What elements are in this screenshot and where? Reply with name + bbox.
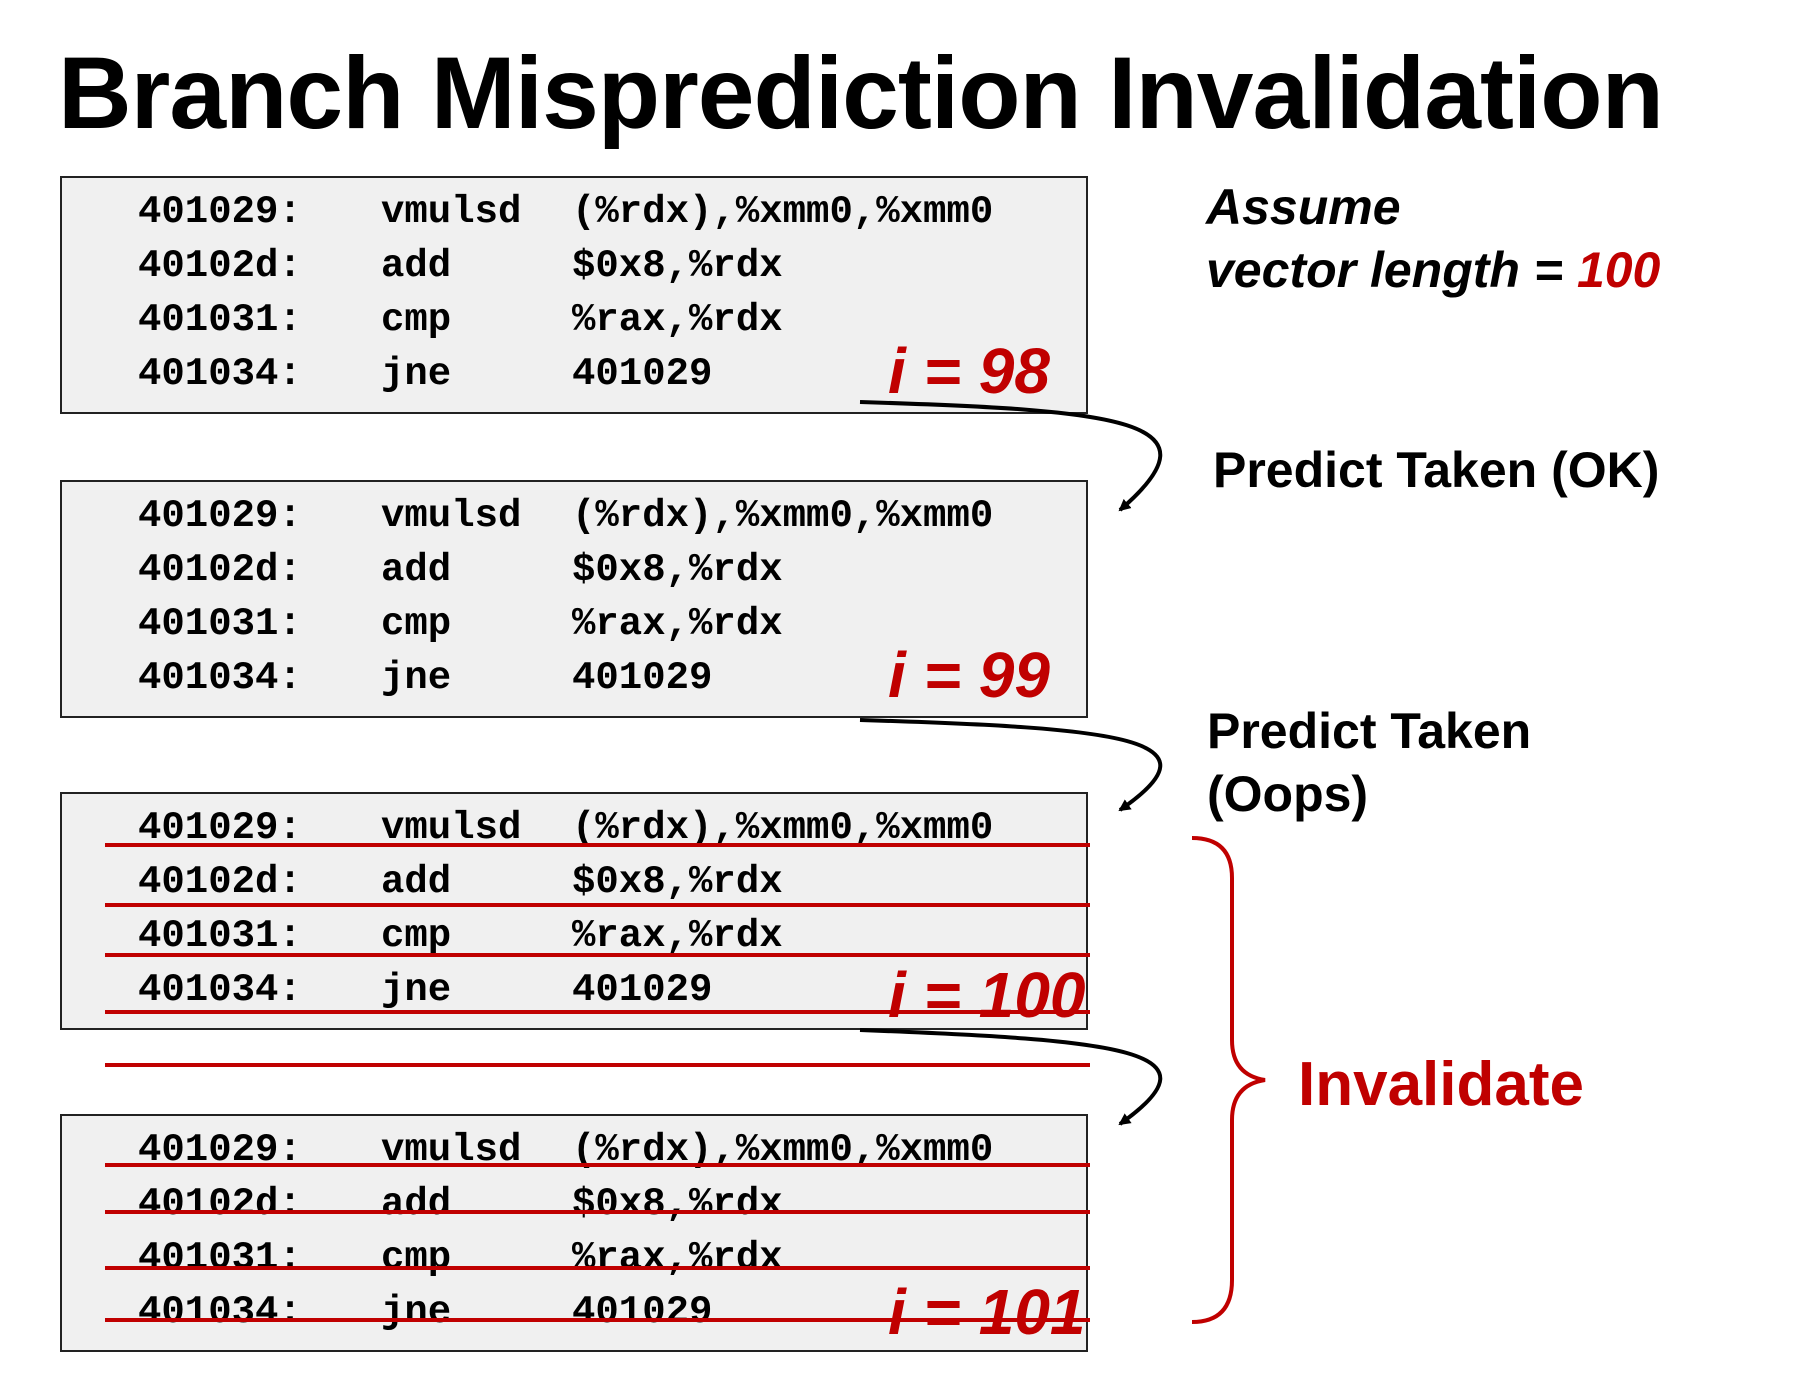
code-op: cmp [381, 914, 452, 958]
code-args: $0x8,%rdx [572, 860, 783, 904]
code-op: jne [381, 968, 452, 1012]
code-addr: 40102d: [138, 1182, 302, 1226]
curved-arrow-icon [859, 1028, 1163, 1126]
iteration-label-1: i = 98 [888, 335, 1050, 407]
iteration-label-2: i = 99 [888, 639, 1050, 711]
code-args: %rax,%rdx [572, 1236, 783, 1280]
code-args: %rax,%rdx [572, 914, 783, 958]
code-args: $0x8,%rdx [572, 244, 783, 288]
code-addr: 401034: [138, 656, 302, 700]
page-title: Branch Misprediction Invalidation [58, 36, 1664, 150]
code-addr: 40102d: [138, 860, 302, 904]
invalidate-label: Invalidate [1298, 1050, 1584, 1119]
code-addr: 40102d: [138, 548, 302, 592]
curved-arrow-icon [859, 718, 1163, 812]
code-op: jne [381, 352, 452, 396]
assume-note: Assume vector length = 100 [1206, 176, 1660, 301]
vector-length-value: 100 [1576, 241, 1661, 298]
code-args: %rax,%rdx [572, 298, 783, 342]
code-op: jne [381, 1290, 452, 1334]
code-addr: 401029: [138, 494, 302, 538]
code-args: $0x8,%rdx [572, 548, 783, 592]
code-block-2: 401029: vmulsd (%rdx),%xmm0,%xmm0 40102d… [60, 480, 1088, 718]
code-addr: 40102d: [138, 244, 302, 288]
assume-line1: Assume [1206, 179, 1401, 235]
code-op: vmulsd [381, 494, 522, 538]
code-addr: 401031: [138, 602, 302, 646]
code-op: cmp [381, 1236, 452, 1280]
iteration-label-4: i = 101 [888, 1276, 1086, 1348]
code-args: 401029 [572, 352, 713, 396]
code-block-1: 401029: vmulsd (%rdx),%xmm0,%xmm0 40102d… [60, 176, 1088, 414]
code-args: 401029 [572, 1290, 713, 1334]
code-block-3: 401029: vmulsd (%rdx),%xmm0,%xmm0 40102d… [60, 792, 1088, 1030]
code-op: add [381, 860, 452, 904]
code-args: $0x8,%rdx [572, 1182, 783, 1226]
code-addr: 401031: [138, 1236, 302, 1280]
code-args: (%rdx),%xmm0,%xmm0 [572, 494, 994, 538]
code-addr: 401034: [138, 1290, 302, 1334]
code-args: (%rdx),%xmm0,%xmm0 [572, 806, 994, 850]
predict-oops-label: Predict Taken (Oops) [1207, 703, 1532, 822]
code-op: vmulsd [381, 806, 522, 850]
code-args: 401029 [572, 656, 713, 700]
code-op: jne [381, 656, 452, 700]
code-block-4: 401029: vmulsd (%rdx),%xmm0,%xmm0 40102d… [60, 1114, 1088, 1352]
code-op: add [381, 1182, 452, 1226]
code-addr: 401034: [138, 352, 302, 396]
curved-arrow-icon [859, 400, 1163, 512]
iteration-label-3: i = 100 [888, 959, 1086, 1031]
code-op: cmp [381, 298, 452, 342]
code-args: 401029 [572, 968, 713, 1012]
code-args: (%rdx),%xmm0,%xmm0 [572, 190, 994, 234]
code-args: %rax,%rdx [572, 602, 783, 646]
strike-lines [105, 843, 1090, 1322]
code-addr: 401029: [138, 806, 302, 850]
predict-ok-label: Predict Taken (OK) [1213, 442, 1660, 498]
code-op: add [381, 244, 452, 288]
code-op: cmp [381, 602, 452, 646]
code-addr: 401029: [138, 190, 302, 234]
code-addr: 401031: [138, 298, 302, 342]
curly-brace-icon [1191, 836, 1266, 1324]
assume-line2-prefix: vector length = [1206, 241, 1577, 298]
code-addr: 401034: [138, 968, 302, 1012]
code-op: vmulsd [381, 190, 522, 234]
code-op: add [381, 548, 452, 592]
code-addr: 401031: [138, 914, 302, 958]
